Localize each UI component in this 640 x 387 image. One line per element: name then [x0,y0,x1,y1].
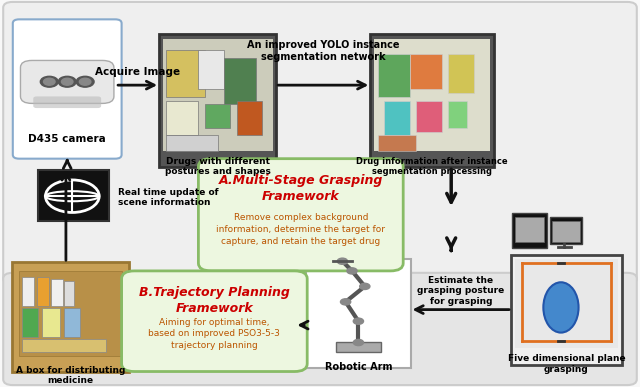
Text: A.Multi-Stage Grasping
Framework: A.Multi-Stage Grasping Framework [219,174,383,203]
Text: Drug information after instance
segmentation processing: Drug information after instance segmenta… [356,157,508,176]
Bar [166,135,218,151]
Circle shape [360,283,370,289]
Bar [416,101,442,132]
Bar [163,39,273,151]
Text: Acquire Image: Acquire Image [95,67,180,77]
FancyBboxPatch shape [33,96,101,108]
Text: A box for distributing
medicine: A box for distributing medicine [16,366,125,385]
Bar [336,342,381,352]
Bar [378,54,410,97]
Text: Drugs with different
postures and shapes: Drugs with different postures and shapes [164,157,271,176]
FancyBboxPatch shape [159,34,276,167]
Circle shape [337,258,348,264]
Circle shape [76,76,94,87]
Bar [51,279,63,306]
Text: Remove complex background
information, determine the target for
capture, and ret: Remove complex background information, d… [216,213,385,246]
Circle shape [44,78,55,85]
Bar [22,339,106,352]
Bar [224,58,256,104]
Bar [22,308,38,337]
FancyBboxPatch shape [3,273,637,385]
Bar [19,271,122,356]
Circle shape [58,76,76,87]
FancyBboxPatch shape [511,255,622,365]
FancyBboxPatch shape [3,2,637,284]
FancyBboxPatch shape [370,34,494,167]
Bar [64,281,74,306]
Bar [448,54,474,93]
Bar [515,217,544,242]
Bar [38,170,109,221]
Bar [198,50,224,89]
Text: D435 camera: D435 camera [28,134,106,144]
Circle shape [353,339,364,346]
Text: Real time update of
scene information: Real time update of scene information [118,188,219,207]
Text: An improved YOLO instance
segmentation network: An improved YOLO instance segmentation n… [247,40,399,62]
Bar [384,101,410,135]
Text: Five dimensional plane
grasping: Five dimensional plane grasping [508,354,625,373]
Bar [166,50,205,97]
FancyBboxPatch shape [306,259,411,368]
Bar [205,104,230,128]
Ellipse shape [543,282,579,332]
Text: B.Trajectory Planning
Framework: B.Trajectory Planning Framework [139,286,290,315]
FancyBboxPatch shape [198,159,403,271]
Circle shape [61,78,73,85]
Bar [515,259,618,348]
Text: Robotic Arm: Robotic Arm [324,362,392,372]
FancyBboxPatch shape [122,271,307,372]
FancyBboxPatch shape [13,19,122,159]
Bar [552,221,580,242]
Bar [410,54,442,89]
Bar [378,135,416,151]
Circle shape [353,318,364,324]
Bar [550,217,582,244]
Bar [64,308,80,337]
FancyBboxPatch shape [12,262,129,372]
Bar [166,101,198,135]
Bar [22,277,34,306]
Bar [42,308,60,337]
Bar [37,277,49,306]
Bar [374,39,490,151]
Text: Aiming for optimal time,
based on improved PSO3-5-3
trajectory planning: Aiming for optimal time, based on improv… [148,318,280,350]
Circle shape [340,299,351,305]
Circle shape [79,78,91,85]
FancyBboxPatch shape [20,60,114,103]
Text: Estimate the
grasping posture
for grasping: Estimate the grasping posture for graspi… [417,276,504,306]
Circle shape [347,268,357,274]
Circle shape [40,76,58,87]
Bar [512,213,547,248]
Bar [448,101,467,128]
Bar [237,101,262,135]
